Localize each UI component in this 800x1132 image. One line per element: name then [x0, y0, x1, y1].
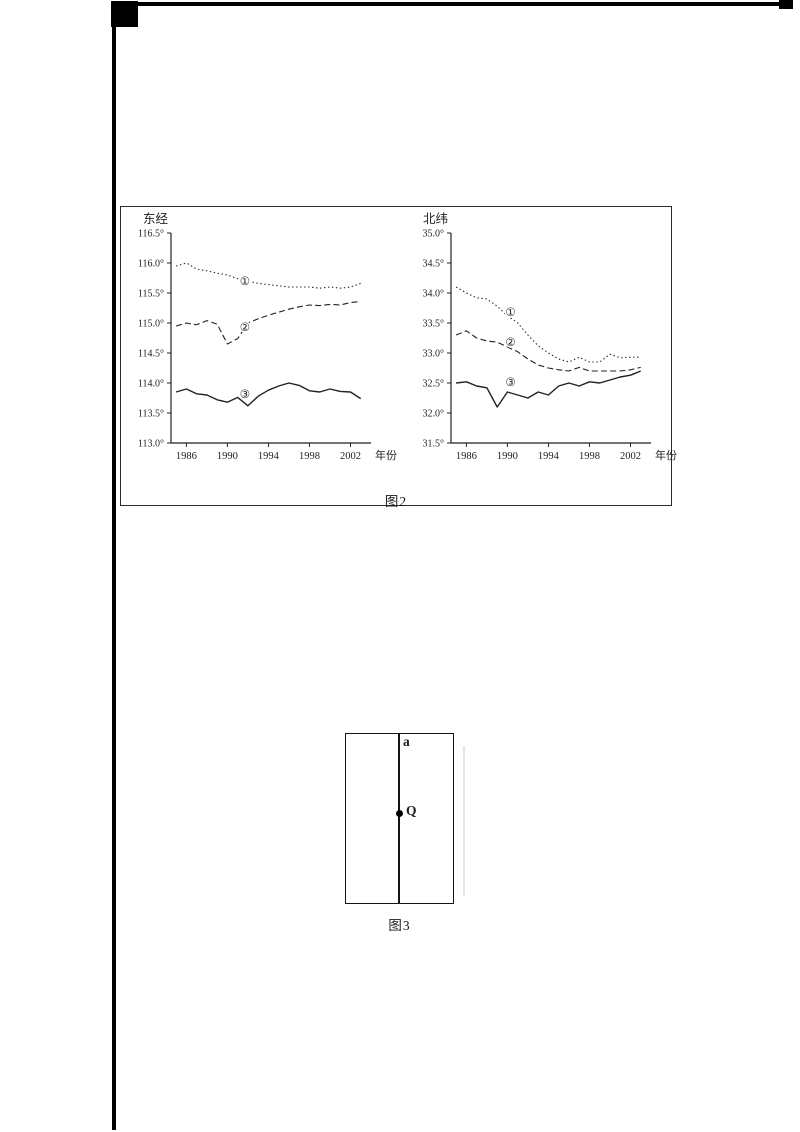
svg-text:1998: 1998	[579, 451, 600, 462]
svg-text:114.0°: 114.0°	[138, 379, 164, 390]
scan-artifact-left-edge-line	[112, 1, 116, 1130]
svg-text:1986: 1986	[176, 451, 197, 462]
svg-text:东经: 东经	[143, 212, 169, 226]
svg-text:②: ②	[505, 337, 515, 349]
svg-text:①: ①	[505, 307, 515, 319]
svg-text:32.0°: 32.0°	[423, 409, 445, 420]
svg-text:1990: 1990	[497, 451, 518, 462]
figure-2: 东经 113.0° 113.5° 114.0° 114.5° 115.0° 115.5° 11…	[120, 206, 677, 509]
scan-artifact-top-right-mark	[779, 0, 793, 9]
svg-text:年份: 年份	[375, 448, 397, 462]
svg-text:1994: 1994	[258, 451, 280, 462]
svg-text:1986: 1986	[456, 451, 477, 462]
svg-text:①: ①	[240, 276, 250, 288]
scan-artifact-top-edge-line	[111, 2, 792, 6]
svg-text:113.0°: 113.0°	[138, 439, 164, 450]
svg-text:35.0°: 35.0°	[423, 229, 445, 240]
svg-text:32.5°: 32.5°	[423, 379, 445, 390]
svg-text:③: ③	[240, 389, 250, 401]
svg-text:年份: 年份	[655, 448, 677, 462]
svg-text:③: ③	[505, 377, 515, 389]
svg-text:2002: 2002	[620, 451, 641, 462]
figure-3: a Q 图3	[345, 733, 465, 934]
svg-text:115.5°: 115.5°	[138, 289, 164, 300]
svg-text:33.0°: 33.0°	[423, 349, 445, 360]
svg-text:113.5°: 113.5°	[138, 409, 164, 420]
svg-text:1994: 1994	[538, 451, 560, 462]
svg-text:1998: 1998	[299, 451, 320, 462]
svg-text:115.0°: 115.0°	[138, 319, 164, 330]
point-q-marker	[396, 810, 403, 817]
meridian-label-a: a	[403, 734, 410, 749]
longitude-line-chart: 东经 113.0° 113.5° 114.0° 114.5° 115.0° 115.5° 11…	[138, 212, 397, 462]
latitude-line-chart: 北纬 31.5° 32.0° 32.5° 33.0° 33.5° 34.0° 34.5° 35.…	[423, 212, 678, 462]
svg-text:②: ②	[240, 322, 250, 334]
svg-text:北纬: 北纬	[423, 212, 448, 226]
svg-text:116.5°: 116.5°	[138, 229, 164, 240]
svg-text:31.5°: 31.5°	[423, 439, 445, 450]
svg-text:2002: 2002	[340, 451, 361, 462]
svg-text:34.5°: 34.5°	[423, 259, 445, 270]
svg-text:116.0°: 116.0°	[138, 259, 164, 270]
point-q-label: Q	[406, 803, 417, 818]
meridian-line	[398, 734, 400, 903]
svg-text:1990: 1990	[217, 451, 238, 462]
svg-text:34.0°: 34.0°	[423, 289, 445, 300]
svg-text:114.5°: 114.5°	[138, 349, 164, 360]
figure-3-caption: 图3	[388, 918, 411, 933]
svg-text:33.5°: 33.5°	[423, 319, 445, 330]
figure-2-caption: 图2	[384, 494, 408, 509]
scan-ghost-line	[463, 746, 465, 896]
figure-3-frame: a Q	[345, 733, 465, 904]
